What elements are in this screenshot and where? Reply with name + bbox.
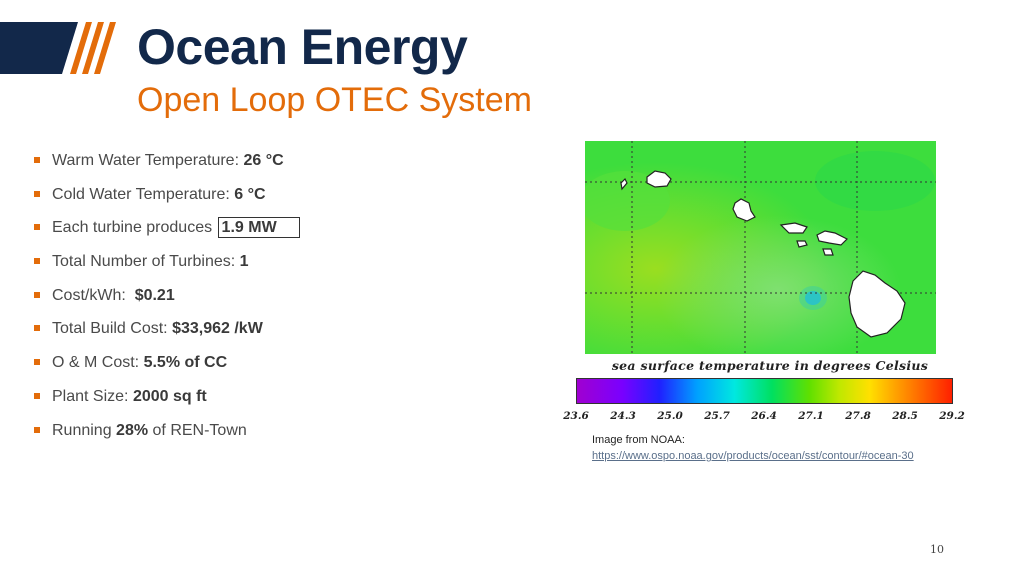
scale-tick: 26.4: [751, 410, 777, 422]
bullet-value: 28%: [116, 421, 149, 439]
bullet-plant-size: Plant Size: 2000 sq ft: [34, 386, 374, 420]
bullet-value-boxed: 1.9 MW: [217, 217, 300, 239]
bullet-warm-water-temperature: Warm Water Temperature: 26 °C: [34, 150, 374, 184]
bullet-value: 5.5% of CC: [143, 354, 228, 372]
bullet-square-icon: [34, 190, 40, 197]
scale-tick: 28.5: [892, 410, 918, 422]
bullet-square-icon: [34, 258, 40, 265]
bullet-value: 6 °C: [234, 185, 266, 203]
bullet-value: 1: [239, 253, 249, 271]
scale-tick: 27.8: [845, 410, 871, 422]
spec-bullet-list: Warm Water Temperature: 26 °C Cold Water…: [34, 150, 374, 453]
bullet-turbine-output: Each turbine produces 1.9 MW: [34, 217, 374, 251]
bullet-cold-water-temperature: Cold Water Temperature: 6 °C: [34, 184, 374, 218]
color-scale-tick-labels: 23.6 24.3 25.0 25.7 26.4 27.1 27.8 28.5 …: [560, 410, 980, 426]
bullet-cost-per-kwh: Cost/kWh: $0.21: [34, 285, 374, 319]
scale-tick: 25.0: [657, 410, 683, 422]
image-credit: Image from NOAA: https://www.ospo.noaa.g…: [592, 432, 937, 464]
temperature-color-scale: [576, 378, 953, 404]
image-credit-text: Image from NOAA:: [592, 434, 685, 446]
bullet-square-icon: [34, 325, 40, 332]
bullet-square-icon: [34, 359, 40, 366]
header-banner-graphic: [0, 22, 140, 74]
map-scale-caption: sea surface temperature in degrees Celsi…: [611, 358, 929, 373]
scale-tick: 29.2: [939, 410, 965, 422]
bullet-square-icon: [34, 392, 40, 399]
bullet-total-build-cost: Total Build Cost: $33,962 /kW: [34, 318, 374, 352]
bullet-value: $0.21: [134, 286, 175, 304]
slide-subtitle: Open Loop OTEC System: [137, 81, 532, 119]
bullet-square-icon: [34, 426, 40, 433]
bullet-value: 26 °C: [243, 152, 284, 169]
bullet-number-of-turbines: Total Number of Turbines: 1: [34, 251, 374, 285]
scale-tick: 24.3: [610, 410, 636, 422]
scale-tick: 23.6: [563, 410, 589, 422]
bullet-running-share: Running 28% of REN-Town: [34, 420, 374, 454]
slide-title: Ocean Energy: [137, 19, 468, 75]
page-number: 10: [930, 543, 944, 556]
scale-tick: 27.1: [798, 410, 824, 422]
bullet-square-icon: [34, 291, 40, 298]
bullet-om-cost: O & M Cost: 5.5% of CC: [34, 352, 374, 386]
sea-surface-temperature-map: [585, 141, 936, 354]
bullet-value: 2000 sq ft: [132, 387, 207, 405]
bullet-square-icon: [34, 224, 40, 231]
noaa-source-link[interactable]: https://www.ospo.noaa.gov/products/ocean…: [592, 450, 914, 462]
bullet-value: $33,962 /kW: [172, 320, 263, 338]
scale-tick: 25.7: [704, 410, 730, 422]
bullet-square-icon: [34, 157, 40, 163]
